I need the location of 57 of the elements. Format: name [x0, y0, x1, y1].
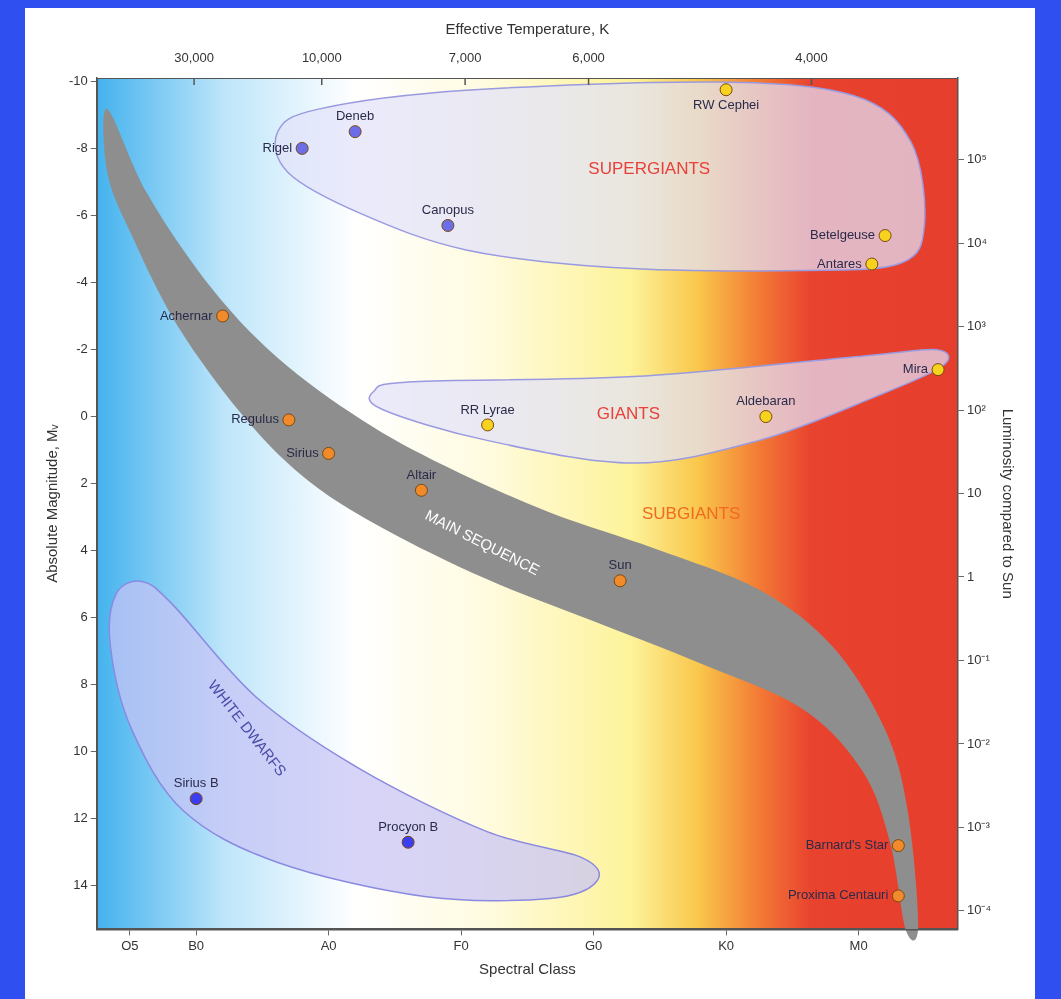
series-label: Canopus: [421, 202, 475, 218]
y-tick-label: 0: [80, 408, 88, 424]
y2-tick-label: 10²: [966, 401, 987, 417]
x-tick-label: B0: [188, 937, 205, 953]
y-tick-label: 4: [80, 542, 88, 558]
series-label: RW Cephei: [692, 97, 760, 113]
y2-tick-label: 1: [966, 568, 975, 584]
series-label: Procyon B: [378, 818, 439, 834]
x-tick-label: M0: [849, 937, 868, 953]
y-tick-label: 14: [73, 877, 88, 893]
y-tick-label: -10: [68, 72, 88, 88]
series-label: Mira: [902, 361, 929, 377]
series-label: Sirius: [286, 445, 320, 460]
series-label: Deneb: [335, 108, 375, 124]
y2-tick-label: 10⁻⁴: [966, 902, 991, 918]
x-tick-label: A0: [320, 937, 337, 953]
y-tick-label: 10: [73, 743, 88, 759]
y2-axis-title: Luminosity compared to Sun: [999, 408, 1017, 599]
y-tick-label: 8: [80, 676, 88, 692]
y-tick-label: -4: [76, 274, 88, 290]
y-tick-label: -8: [76, 139, 88, 155]
x2-axis-title: Effective Temperature, K: [445, 20, 610, 38]
series-label: Altair: [406, 466, 437, 482]
y-tick-label: 6: [80, 609, 88, 625]
x-tick-label: F0: [453, 937, 469, 953]
x-tick-label: O5: [121, 937, 139, 953]
y-tick-label: 12: [73, 810, 88, 826]
series-label: Antares: [817, 255, 863, 271]
text: 10,000: [301, 49, 342, 65]
x-tick-label: G0: [584, 937, 603, 953]
series-label: RR Lyrae: [460, 401, 515, 417]
y2-tick-label: 10⁵: [966, 151, 987, 167]
text: 7,000: [448, 49, 482, 65]
text: 4,000: [795, 49, 828, 65]
y2-tick-label: 10⁻¹: [966, 652, 991, 668]
y-tick-label: 2: [80, 475, 88, 491]
series-label: Aldebaran: [736, 393, 796, 409]
y2-tick-label: 10³: [966, 318, 987, 334]
series-label: Sirius B: [173, 775, 219, 791]
y-axis-title: Absolute Magnitude, Mᵥ: [43, 424, 61, 583]
y2-tick-label: 10⁻³: [966, 818, 991, 834]
y2-tick-label: 10: [966, 485, 982, 501]
annotation: SUPERGIANTS: [588, 159, 711, 179]
x-tick-label: K0: [718, 937, 735, 953]
series-label: Betelgeuse: [810, 227, 876, 243]
text: 6,000: [572, 49, 605, 65]
series-label: Sun: [608, 557, 632, 573]
y2-tick-label: 10⁻²: [966, 735, 991, 751]
series-label: Proxima Centauri: [787, 887, 889, 903]
text: 30,000: [174, 49, 214, 65]
y2-tick-label: 10⁴: [966, 234, 987, 250]
y-tick-label: -6: [76, 207, 88, 223]
annotation: GIANTS: [596, 404, 660, 424]
x-axis-title: Spectral Class: [479, 960, 576, 978]
series-label: Rigel: [262, 139, 293, 155]
series-label: Barnard's Star: [805, 837, 889, 853]
y-tick-label: -2: [76, 341, 88, 357]
